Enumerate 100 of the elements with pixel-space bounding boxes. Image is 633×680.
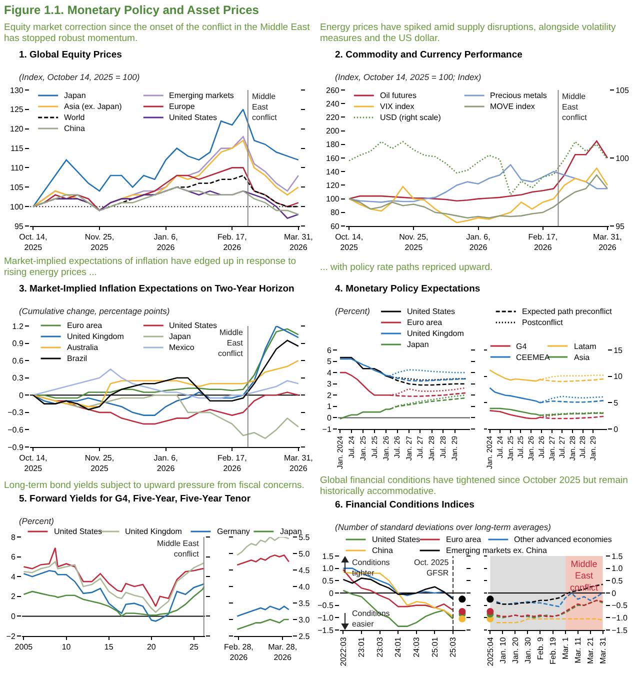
x-tick-label: Nov. 25, 2025 — [399, 232, 428, 252]
y-tick-label: 15 — [614, 346, 624, 355]
y-tick-label: 1.0 — [612, 564, 624, 574]
y-tick-label: 0.9 — [12, 339, 24, 348]
x-tick-label: Nov. 25, 2025 — [84, 454, 114, 473]
y-tick-label: −0.5 — [612, 601, 628, 610]
legend-label: G4 — [516, 342, 528, 351]
y-tick-label: 0.3 — [12, 374, 24, 383]
y-tick-label: 5.0 — [298, 549, 310, 558]
y-tick-label: 60 — [330, 222, 340, 231]
y-tick-label: 0.5 — [322, 576, 334, 586]
y-tick-label: 5 — [326, 357, 332, 366]
y-tick-label: −1.5 — [318, 626, 334, 635]
ref-line-label: Middle East conflict — [218, 328, 244, 358]
legend-label: World — [64, 113, 85, 122]
x-tick-label: Feb. 17, 2026 — [217, 454, 247, 473]
y-tick-label: 4.0 — [298, 582, 310, 592]
legend-label: Mexico — [169, 343, 195, 352]
chart-title: 5. Forward Yields for G4, Five-Year, Five-Year Tenor — [18, 494, 251, 505]
legend-label: MOVE index — [490, 102, 535, 111]
text: Global financial conditions have tightened since October 2025 but remain historically accommodative. — [320, 475, 628, 497]
y-tick-label: 180 — [326, 140, 340, 150]
legend-label: China — [372, 546, 394, 555]
x-tick-label: Jan. 6, 2026 — [466, 232, 490, 252]
y-tick-label: 3.0 — [298, 615, 310, 624]
chart-subtitle: (Index, October 14, 2025 = 100; Index) — [335, 72, 482, 82]
x-tick-label: 2005 — [14, 642, 34, 652]
x-tick-label: 20 — [146, 642, 156, 652]
chart-title: 6. Financial Conditions Indices — [335, 500, 474, 511]
legend-label: Australia — [67, 343, 99, 352]
x-tick-label: Oct. 14, 2025 — [335, 232, 364, 252]
chart-subtitle: (Percent) — [18, 516, 54, 526]
legend-label: Other advanced economies — [514, 535, 612, 544]
y-tick-label: 1.0 — [322, 564, 334, 574]
y-tick-label: 1.5 — [322, 552, 334, 561]
y-tick-label: 160 — [326, 154, 340, 163]
y-tick-label: 1.2 — [12, 322, 24, 331]
ref-line-label: Oct. 2025 GFSR — [414, 558, 450, 578]
chart-title: 1. Global Equity Prices — [18, 50, 122, 61]
legend-label: Postconflict — [522, 318, 564, 327]
y-tick-label: 80 — [330, 208, 340, 218]
y-tick-label: 125 — [10, 105, 24, 114]
x-tick-label: Mar. 31, 2026 — [593, 232, 622, 252]
legend-label: Japan — [64, 91, 86, 100]
x-tick-label: Mar. 31, 2026 — [284, 232, 313, 252]
y-tick-label: −0.9 — [8, 442, 24, 452]
x-tick-label: Jan. 30 — [523, 636, 532, 664]
text: Energy prices have spiked amid supply disruptions, alongside volatility measures and the US dollar. — [320, 22, 617, 44]
legend-label: United Kingdom — [407, 329, 464, 338]
legend-label: Japan — [407, 340, 429, 349]
x-tick-label: Oct. 14, 2025 — [19, 232, 48, 252]
x-tick-label: Mar. 31 — [598, 636, 608, 664]
legend-label: Asia (ex. Japan) — [64, 102, 122, 111]
legend-label: Latam — [574, 342, 597, 351]
legend-label: United States — [372, 535, 420, 544]
legend-label: CEEMEA — [516, 353, 550, 362]
y-tick-label: 120 — [326, 181, 340, 190]
legend-label: Emerging markets ex. China — [446, 546, 548, 555]
y-tick-label: −0.3 — [8, 408, 24, 418]
legend-label: United Kingdom — [125, 527, 182, 536]
y-tick-label: 1.5 — [612, 552, 624, 561]
legend-label: Brazil — [67, 354, 88, 363]
x-tick-label: Feb. 9 — [536, 636, 545, 660]
y-tick-label: 0 — [614, 424, 619, 434]
y-tick-label: −2 — [6, 632, 16, 641]
y-tick-label: 100 — [10, 202, 24, 212]
y-tick-label: 240 — [326, 99, 340, 108]
y-tick-label: 100 — [326, 194, 340, 204]
y-tick-label: −1.0 — [612, 613, 628, 622]
chart-title: 3. Market-Implied Inflation Expectations on Two-Year Horizon — [18, 284, 295, 295]
x-tick-label: 2025:04 — [486, 636, 495, 666]
y-tick-label: 0 — [612, 588, 617, 598]
x-tick-label: 24:03 — [412, 636, 422, 658]
y-tick-label: 2 — [326, 390, 332, 400]
x-tick-label: Jan. 10 — [498, 636, 508, 664]
y-tick-label: 130 — [10, 86, 24, 95]
legend-label: Germany — [217, 527, 250, 536]
y-tick-label: −1.5 — [612, 626, 628, 635]
y-tick-label: 0.5 — [612, 576, 624, 586]
legend-label: Europe — [169, 102, 196, 111]
y-tick-label: 0 — [10, 612, 16, 621]
caption: Figure 1.1. Monetary Policy and Asset Prices — [4, 3, 260, 17]
x-tick-label: 25:01 — [430, 636, 440, 658]
y-tick-label: 2 — [10, 592, 16, 602]
y-tick-label: 4 — [326, 368, 332, 378]
x-tick-label: 24:01 — [394, 636, 403, 658]
y-tick-label: −1.0 — [318, 613, 334, 622]
ref-line-label: Middle East conflict — [252, 92, 278, 122]
y-tick-label: 110 — [10, 164, 24, 173]
x-tick-label: Mar. 21 — [586, 636, 595, 664]
y-tick-label: 95 — [14, 222, 24, 231]
y-tick-label: 140 — [326, 167, 340, 176]
text: Equity market correction since the onset of the conflict in the Middle East has stopped robust momentum. — [4, 22, 311, 44]
x-tick-label: 10 — [62, 642, 72, 652]
chart-title: 4. Monetary Policy Expectations — [335, 284, 480, 295]
y-tick-label: 0.6 — [12, 356, 24, 366]
x-tick-label: Feb. 17, 2026 — [528, 232, 558, 252]
y-tick-label: 4 — [10, 572, 16, 582]
ref-line-label: Middle East conflict — [562, 92, 588, 122]
y-tick-label: 8 — [10, 532, 16, 542]
